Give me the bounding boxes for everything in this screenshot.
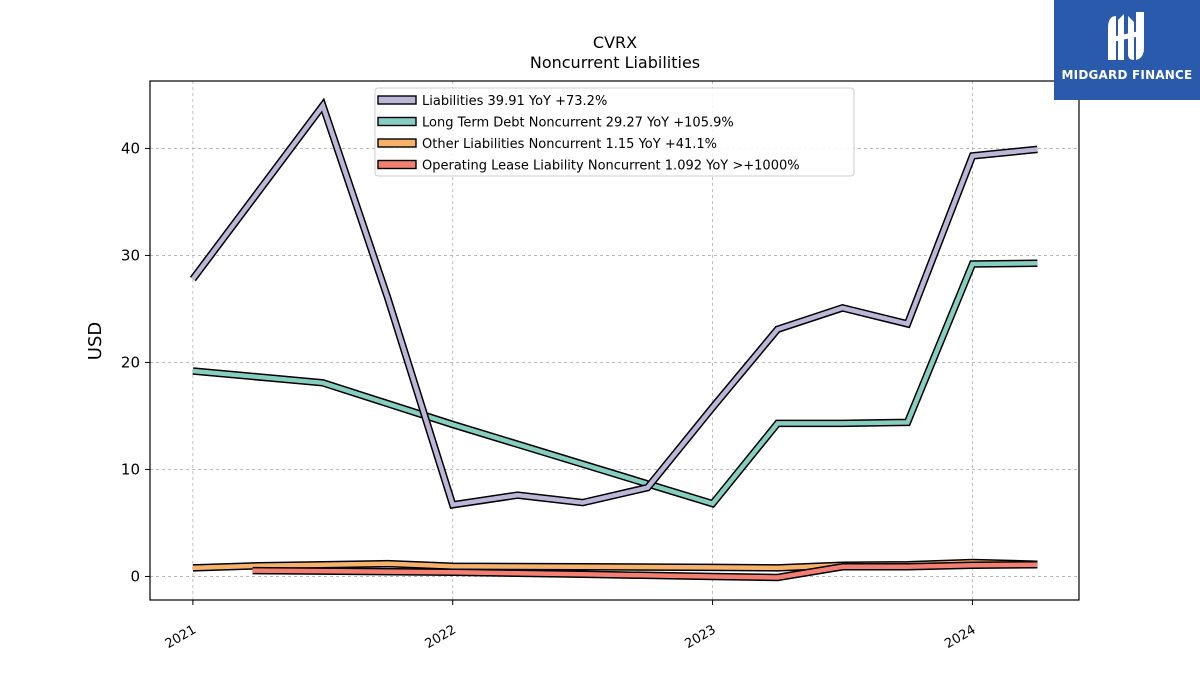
legend-entry: Liabilities 39.91 YoY +73.2%	[422, 94, 607, 109]
x-tick-label: 2024	[942, 622, 978, 652]
series-line	[252, 562, 1038, 580]
chart-title: CVRX	[593, 33, 637, 52]
legend-swatch	[377, 159, 417, 170]
legend-entry: Other Liabilities Noncurrent 1.15 YoY +4…	[422, 137, 717, 152]
x-tick-label: 2021	[163, 622, 199, 652]
legend-entry: Operating Lease Liability Noncurrent 1.0…	[422, 159, 800, 174]
brand-name: MIDGARD FINANCE	[1061, 68, 1193, 82]
y-tick-label: 40	[121, 139, 140, 157]
midgard-m-logo-icon	[1108, 12, 1144, 60]
series-line	[191, 100, 1038, 508]
x-tick-label: 2022	[423, 622, 459, 652]
plot-frame	[149, 80, 1080, 601]
y-tick-label: 30	[121, 246, 140, 264]
chart-subtitle: Noncurrent Liabilities	[530, 53, 700, 72]
legend-swatch	[377, 95, 417, 105]
x-tick-label: 2023	[682, 622, 718, 652]
series-line	[192, 260, 1038, 507]
legend-swatch	[377, 116, 417, 127]
legend: Liabilities 39.91 YoY +73.2% Long Term De…	[374, 87, 855, 177]
legend-box	[374, 87, 855, 177]
series-lines	[189, 97, 1038, 582]
legend-entry: Long Term Debt Noncurrent 29.27 YoY +105…	[422, 116, 734, 131]
brand-logo: MIDGARD FINANCE	[1054, 0, 1200, 100]
legend-swatch	[377, 138, 417, 148]
y-axis-label: USD	[85, 322, 106, 360]
y-tick-label: 10	[121, 460, 140, 478]
y-tick-label: 0	[130, 567, 140, 585]
y-tick-label: 20	[121, 353, 140, 371]
